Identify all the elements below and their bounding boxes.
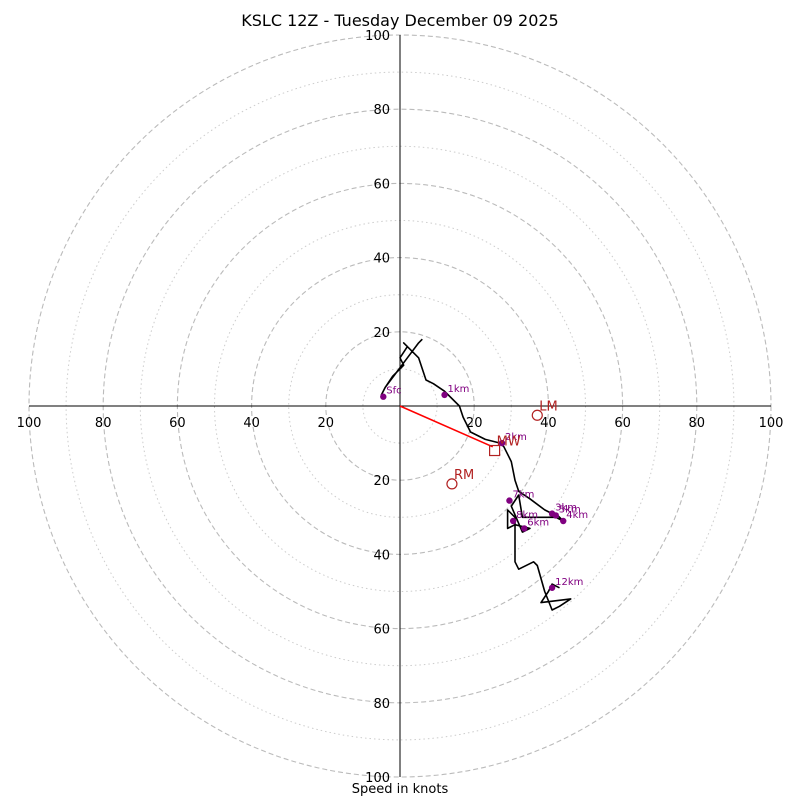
height-marker-label: 3km xyxy=(555,503,577,514)
storm-motion-marker xyxy=(531,409,543,421)
tick-label-bottom: 40 xyxy=(373,548,390,563)
tick-label-left: 80 xyxy=(95,416,112,431)
height-marker-dot xyxy=(552,512,560,519)
tick-label-bottom: 80 xyxy=(373,697,390,712)
tick-label-left: 100 xyxy=(17,416,42,431)
tick-label-right: 80 xyxy=(689,416,706,431)
tick-label-top: 60 xyxy=(373,177,390,192)
tick-label-right: 60 xyxy=(614,416,631,431)
height-marker-label: 4km xyxy=(566,510,588,521)
height-marker-dot xyxy=(498,439,506,447)
height-marker-dot xyxy=(560,517,567,525)
tick-label-top: 100 xyxy=(365,29,390,44)
shear-vector-line xyxy=(399,405,494,448)
tick-label-bottom: 100 xyxy=(365,771,390,786)
height-marker-label: Sfc xyxy=(386,386,401,397)
storm-motion-marker xyxy=(446,478,458,490)
height-marker-label: 8km xyxy=(516,510,538,521)
height-marker-label: 6km xyxy=(527,517,549,528)
tick-label-bottom: 20 xyxy=(373,474,390,489)
tick-label-top: 40 xyxy=(373,252,390,267)
tick-label-right: 100 xyxy=(759,416,784,431)
tick-label-bottom: 60 xyxy=(373,623,390,638)
storm-motion-label: MW xyxy=(497,435,521,450)
height-marker-label: 12km xyxy=(555,577,583,588)
height-marker-dot xyxy=(521,525,528,532)
tick-label-left: 20 xyxy=(318,416,335,431)
height-marker-label: 1km xyxy=(448,384,470,395)
height-marker-dot xyxy=(509,517,517,525)
storm-motion-label: RM xyxy=(454,468,474,483)
storm-motion-marker xyxy=(489,444,501,457)
height-marker-dot xyxy=(441,391,448,399)
tick-label-top: 20 xyxy=(373,326,390,341)
tick-label-left: 60 xyxy=(169,416,186,431)
tick-label-left: 40 xyxy=(243,416,260,431)
tick-label-right: 20 xyxy=(466,416,483,431)
height-marker-label: 7km xyxy=(512,490,534,501)
x-axis-label: Speed in knots xyxy=(351,782,449,797)
height-marker-dot xyxy=(548,584,556,591)
height-marker-label: 5km xyxy=(559,504,581,515)
tick-label-top: 80 xyxy=(373,103,390,118)
height-marker-label: 2km xyxy=(505,432,527,443)
hodograph-trace xyxy=(380,338,572,611)
chart-title: KSLC 12Z - Tuesday December 09 2025 xyxy=(241,11,559,30)
height-marker-dot xyxy=(380,393,387,400)
height-marker-dot xyxy=(506,497,513,504)
tick-label-right: 40 xyxy=(540,416,557,431)
storm-motion-label: LM xyxy=(539,399,557,414)
